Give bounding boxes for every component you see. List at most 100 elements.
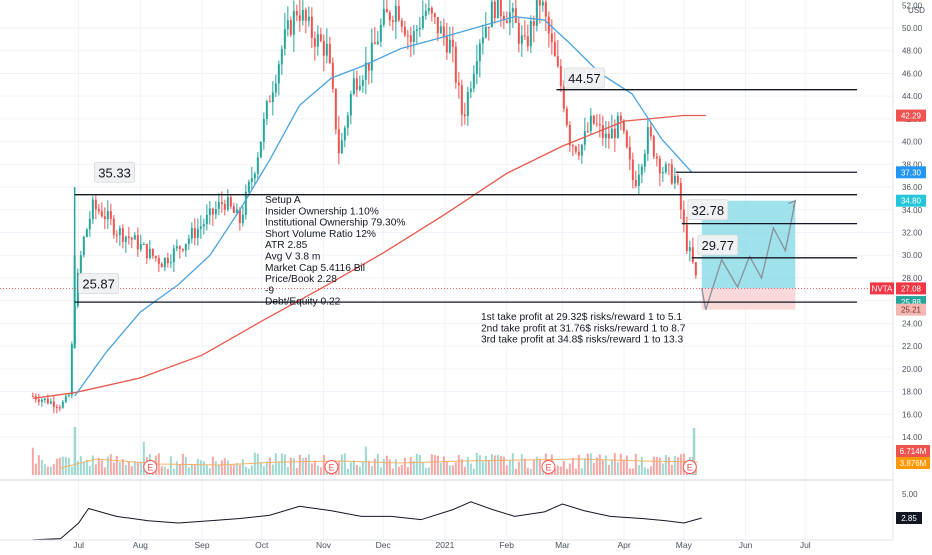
volume-bar: [292, 458, 295, 475]
volume-bar: [286, 467, 289, 475]
axis-price-badge: [870, 282, 894, 295]
axis-price-badge: [896, 109, 926, 122]
candle-body: [193, 228, 196, 238]
axis-price-badge-label: 34.80: [901, 197, 922, 206]
time-tick-label: Apr: [617, 540, 630, 550]
volume-bar: [640, 456, 643, 475]
volume-bar: [658, 457, 661, 475]
candle-body: [592, 115, 595, 124]
candle-body: [268, 101, 271, 103]
volume-bar: [583, 458, 586, 475]
volume-bar: [367, 460, 370, 475]
volume-bar: [91, 455, 94, 475]
candle-body: [571, 145, 574, 147]
candle-body: [238, 209, 241, 223]
volume-bar: [307, 454, 310, 475]
volume-bar: [484, 455, 487, 475]
candle-body: [532, 21, 535, 26]
volume-bar: [652, 456, 655, 475]
axis-price-badge-label: 25.88: [901, 298, 922, 307]
time-tick-label: Dec: [376, 540, 392, 550]
earnings-marker: [143, 460, 158, 474]
axis-price-badge-label: 42.29: [901, 112, 922, 121]
candle-body: [529, 21, 532, 47]
candle-body: [445, 36, 448, 53]
candle-body: [418, 27, 421, 30]
volume-bar: [679, 454, 682, 475]
candle-body: [49, 401, 52, 404]
annotation-line: Price/Book 2.28: [265, 274, 337, 285]
volume-bar: [625, 455, 628, 475]
volume-bar: [313, 460, 316, 475]
volume-bar: [463, 466, 466, 475]
volume-bar: [109, 454, 112, 475]
axis-price-badge-label: 27.08: [901, 284, 922, 293]
candle-body: [319, 34, 322, 41]
volume-bar: [604, 455, 607, 475]
candle-body: [376, 41, 379, 45]
callout-box: [563, 67, 605, 89]
candle-body: [493, 1, 496, 19]
volume-bar: [295, 468, 298, 475]
volume-bar: [166, 468, 169, 475]
candle-body: [253, 173, 256, 179]
candle-body: [412, 31, 415, 42]
volume-bar: [445, 461, 448, 475]
volume-bar: [607, 464, 610, 475]
candle-body: [226, 197, 229, 210]
volume-bar: [580, 468, 583, 475]
candle-body: [325, 43, 328, 56]
candle-body: [673, 175, 676, 184]
candle-body: [415, 29, 418, 32]
price-tick-label: 24.00: [902, 319, 923, 328]
volume-bar: [346, 468, 349, 475]
candle-body: [349, 94, 352, 116]
volume-bar: [412, 461, 415, 475]
candle-body: [544, 1, 547, 17]
candle-body: [58, 407, 61, 409]
candle-body: [610, 128, 613, 139]
time-tick-label: Aug: [133, 540, 148, 550]
candle-body: [181, 248, 184, 251]
candle-body: [346, 115, 349, 128]
volume-bar: [139, 461, 142, 475]
time-tick-label: Feb: [499, 540, 514, 550]
price-tick-label: 18.00: [902, 388, 923, 397]
time-tick-label: May: [676, 540, 693, 550]
candle-body: [577, 151, 580, 156]
candle-body: [478, 43, 481, 62]
candle-body: [520, 35, 523, 44]
time-tick-label: Nov: [316, 540, 332, 550]
volume-bar: [385, 455, 388, 475]
volume-bar: [97, 457, 100, 475]
candle-body: [655, 156, 658, 159]
candle-body: [421, 15, 424, 28]
volume-bar: [190, 463, 193, 475]
volume-bar: [355, 465, 358, 475]
volume-bar: [565, 468, 568, 475]
candle-body: [499, 0, 502, 16]
volume-bar: [55, 458, 58, 475]
volume-bar: [289, 457, 292, 475]
volume-bar: [124, 464, 127, 475]
take-profit-line: 3rd take profit at 34.8$ risks/reward 1 …: [481, 335, 683, 346]
candle-body: [640, 166, 643, 175]
volume-bar: [106, 456, 109, 475]
volume-bar: [403, 457, 406, 475]
volume-bar: [61, 456, 64, 475]
candle-body: [424, 11, 427, 16]
volume-bar: [553, 467, 556, 475]
horizontal-levels[interactable]: [74, 89, 858, 303]
volume-bar: [169, 456, 172, 475]
candle-body: [565, 108, 568, 126]
candle-body: [142, 243, 145, 245]
annotation-line: Setup A: [265, 195, 301, 206]
candle-body: [178, 246, 181, 249]
candle-body: [220, 202, 223, 205]
callout-box: [78, 273, 120, 295]
candle-body: [127, 236, 130, 238]
earnings-marker: [682, 460, 697, 474]
